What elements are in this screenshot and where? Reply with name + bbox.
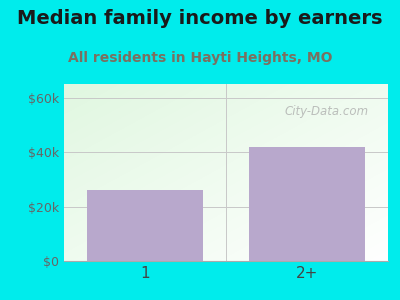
Text: All residents in Hayti Heights, MO: All residents in Hayti Heights, MO	[68, 51, 332, 65]
Bar	[87, 190, 203, 261]
Text: City-Data.com: City-Data.com	[284, 105, 368, 118]
Bar	[249, 147, 365, 261]
Text: Median family income by earners: Median family income by earners	[17, 9, 383, 28]
